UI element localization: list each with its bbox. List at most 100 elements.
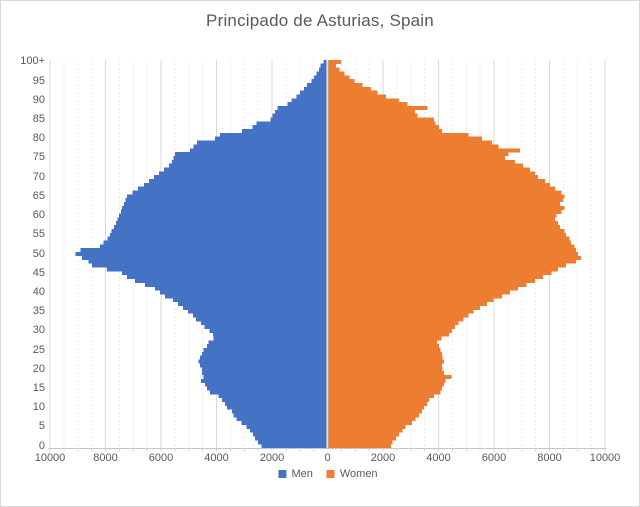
bar-women-age-23 xyxy=(328,355,443,360)
y-tick-label: 5 xyxy=(38,420,45,433)
bar-women-age-0 xyxy=(328,444,391,449)
bar-men-age-28 xyxy=(213,336,327,341)
bar-women-age-43 xyxy=(328,278,535,283)
bar-women-age-24 xyxy=(328,351,443,356)
bar-women-age-57 xyxy=(328,225,560,230)
bar-men-age-2 xyxy=(254,436,327,441)
bar-men-age-32 xyxy=(201,321,327,326)
bar-women-age-70 xyxy=(328,175,539,180)
bar-men-age-6 xyxy=(241,421,327,426)
bar-women-age-94 xyxy=(328,82,363,87)
bar-women-age-86 xyxy=(328,113,418,118)
bar-men-age-59 xyxy=(117,217,327,222)
bar-women-age-74 xyxy=(328,159,515,164)
bar-men-age-39 xyxy=(164,294,327,299)
bar-men-age-63 xyxy=(123,202,327,207)
bar-men-age-99 xyxy=(320,63,327,68)
bar-men-age-44 xyxy=(126,275,327,280)
bar-men-age-71 xyxy=(158,171,327,176)
bar-women-age-84 xyxy=(328,121,436,126)
x-tick-label: 4000 xyxy=(426,452,451,464)
bar-women-age-77 xyxy=(328,148,520,153)
bar-women-age-90 xyxy=(328,98,400,103)
bar-men-age-94 xyxy=(307,82,327,87)
bar-women-age-99 xyxy=(328,63,337,68)
bar-men-age-30 xyxy=(209,328,327,333)
y-tick-label: 55 xyxy=(32,228,45,241)
bar-men-age-16 xyxy=(205,382,327,387)
bar-men-age-95 xyxy=(311,79,327,84)
bar-men-age-62 xyxy=(122,205,327,210)
bar-men-age-80 xyxy=(215,136,327,141)
bar-men-age-55 xyxy=(109,232,327,237)
bar-men-age-7 xyxy=(236,417,327,422)
y-tick-label: 100+ xyxy=(20,55,45,68)
bar-women-age-8 xyxy=(328,413,419,418)
bar-men-age-54 xyxy=(107,236,327,241)
bar-men-age-12 xyxy=(221,397,327,403)
bar-men-age-37 xyxy=(178,301,327,306)
bar-women-age-49 xyxy=(328,255,582,260)
bar-men-age-33 xyxy=(196,317,327,322)
bar-women-age-91 xyxy=(328,94,386,99)
bar-women-age-12 xyxy=(328,397,429,403)
bar-women-age-65 xyxy=(328,194,565,199)
bar-men-age-0 xyxy=(261,444,327,449)
bar-men-age-49 xyxy=(82,255,327,260)
bar-women-age-19 xyxy=(328,371,444,376)
bar-women-age-20 xyxy=(328,367,443,372)
bar-women-age-16 xyxy=(328,382,444,387)
chart-title: Principado de Asturias, Spain xyxy=(206,11,434,30)
y-tick-label: 0 xyxy=(38,439,45,452)
y-tick-label: 15 xyxy=(32,381,45,394)
bar-women-age-40 xyxy=(328,290,510,295)
bar-women-age-42 xyxy=(328,282,527,287)
bar-men-age-46 xyxy=(106,267,327,272)
bar-women-age-56 xyxy=(328,228,565,233)
bar-women-age-63 xyxy=(328,202,560,207)
bar-men-age-100+ xyxy=(323,59,327,64)
bar-women-age-52 xyxy=(328,244,575,249)
bar-men-age-27 xyxy=(208,340,327,345)
bar-women-age-6 xyxy=(328,421,413,426)
bar-women-age-22 xyxy=(328,359,444,364)
y-tick-label: 65 xyxy=(32,189,45,202)
bar-men-age-89 xyxy=(287,102,327,107)
bar-men-age-34 xyxy=(192,313,327,318)
bar-women-age-55 xyxy=(328,232,567,237)
bar-men-age-13 xyxy=(218,394,327,399)
x-tick-label: 8000 xyxy=(537,452,562,464)
bar-men-age-97 xyxy=(316,71,327,76)
bar-men-age-85 xyxy=(270,117,327,122)
y-tick-label: 25 xyxy=(32,343,45,356)
bar-women-age-21 xyxy=(328,363,443,368)
bar-men-age-67 xyxy=(138,186,327,191)
bar-women-age-69 xyxy=(328,178,545,184)
bar-women-age-33 xyxy=(328,317,464,322)
bar-women-age-96 xyxy=(328,75,350,80)
y-tick-label: 80 xyxy=(32,132,45,145)
bar-women-age-82 xyxy=(328,129,443,134)
bar-men-age-90 xyxy=(291,98,327,103)
bar-women-age-92 xyxy=(328,90,378,95)
legend-item-women: Women xyxy=(326,468,378,480)
y-tick-label: 35 xyxy=(32,305,45,318)
bar-women-age-11 xyxy=(328,401,428,406)
bar-men-age-52 xyxy=(100,244,327,249)
bar-men-age-75 xyxy=(173,155,327,160)
bar-women-age-62 xyxy=(328,205,565,210)
bar-men-age-3 xyxy=(253,432,327,437)
bar-women-age-50 xyxy=(328,251,578,257)
legend-label-women: Women xyxy=(339,468,378,480)
x-tick-label: 0 xyxy=(324,452,331,464)
legend: Men Women xyxy=(278,468,378,480)
bar-women-age-97 xyxy=(328,71,345,76)
bar-women-age-31 xyxy=(328,324,456,330)
bar-men-age-11 xyxy=(225,401,327,406)
bar-women-age-53 xyxy=(328,240,572,245)
bar-men-age-53 xyxy=(103,240,327,245)
bar-women-age-64 xyxy=(328,198,563,203)
bar-women-age-5 xyxy=(328,424,406,429)
bar-women-age-80 xyxy=(328,136,482,141)
